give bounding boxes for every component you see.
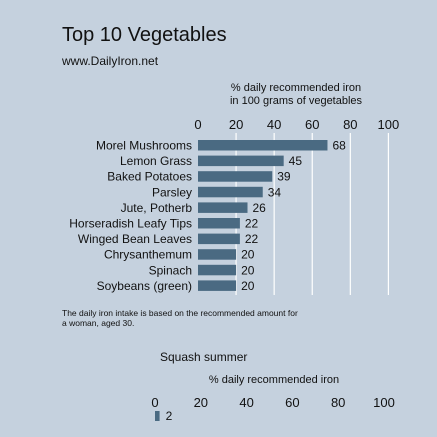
bar (198, 233, 240, 245)
data-label: 26 (253, 201, 267, 215)
secondary-x-tick-label: 20 (194, 395, 208, 410)
bar (198, 249, 237, 260)
category-label: Chrysanthemum (104, 248, 192, 262)
x-tick-label: 80 (343, 117, 357, 132)
data-label: 22 (245, 232, 259, 246)
category-label: Jute, Potherb (121, 201, 193, 215)
x-tick-label: 60 (305, 117, 319, 132)
x-axis-label: % daily recommended iron (231, 82, 361, 94)
category-label: Spinach (149, 263, 192, 277)
secondary-x-tick-label: 40 (239, 395, 253, 410)
secondary-x-tick-label: 100 (373, 395, 395, 410)
data-label: 20 (241, 279, 255, 293)
data-label: 20 (241, 248, 255, 262)
page-title: Top 10 Vegetables (62, 24, 227, 46)
data-label: 68 (332, 139, 346, 153)
category-label: Morel Mushrooms (96, 139, 192, 153)
x-axis-label: in 100 grams of vegetables (230, 95, 363, 107)
data-label: 22 (245, 217, 259, 231)
data-label: 39 (277, 170, 291, 184)
category-label: Lemon Grass (120, 154, 192, 168)
bar (198, 264, 237, 276)
secondary-data-label: 2 (166, 409, 173, 423)
category-label: Soybeans (green) (97, 279, 192, 293)
bar (198, 218, 240, 229)
bar (198, 171, 273, 182)
x-tick-label: 40 (267, 117, 281, 132)
footnote: The daily iron intake is based on the re… (62, 308, 298, 328)
category-label: Winged Bean Leaves (78, 232, 192, 246)
secondary-x-tick-label: 60 (285, 395, 299, 410)
secondary-chart-title: Squash summer (160, 350, 248, 364)
bar (198, 140, 328, 151)
x-tick-label: 20 (229, 117, 243, 132)
data-label: 34 (268, 185, 282, 199)
bar (198, 280, 237, 291)
x-tick-label: 0 (194, 117, 201, 132)
bar (198, 186, 263, 198)
secondary-x-tick-label: 0 (151, 395, 158, 410)
x-tick-label: 100 (378, 117, 400, 132)
secondary-x-tick-label: 80 (331, 395, 345, 410)
secondary-bar (155, 411, 160, 421)
bar (198, 155, 284, 167)
data-label: 45 (289, 154, 303, 168)
bar (198, 202, 248, 213)
category-label: Horseradish Leafy Tips (69, 217, 192, 231)
data-label: 20 (241, 263, 255, 277)
secondary-x-axis-label: % daily recommended iron (209, 374, 339, 386)
source-url: www.DailyIron.net (62, 54, 159, 68)
category-label: Baked Potatoes (107, 170, 192, 184)
category-label: Parsley (152, 185, 192, 199)
